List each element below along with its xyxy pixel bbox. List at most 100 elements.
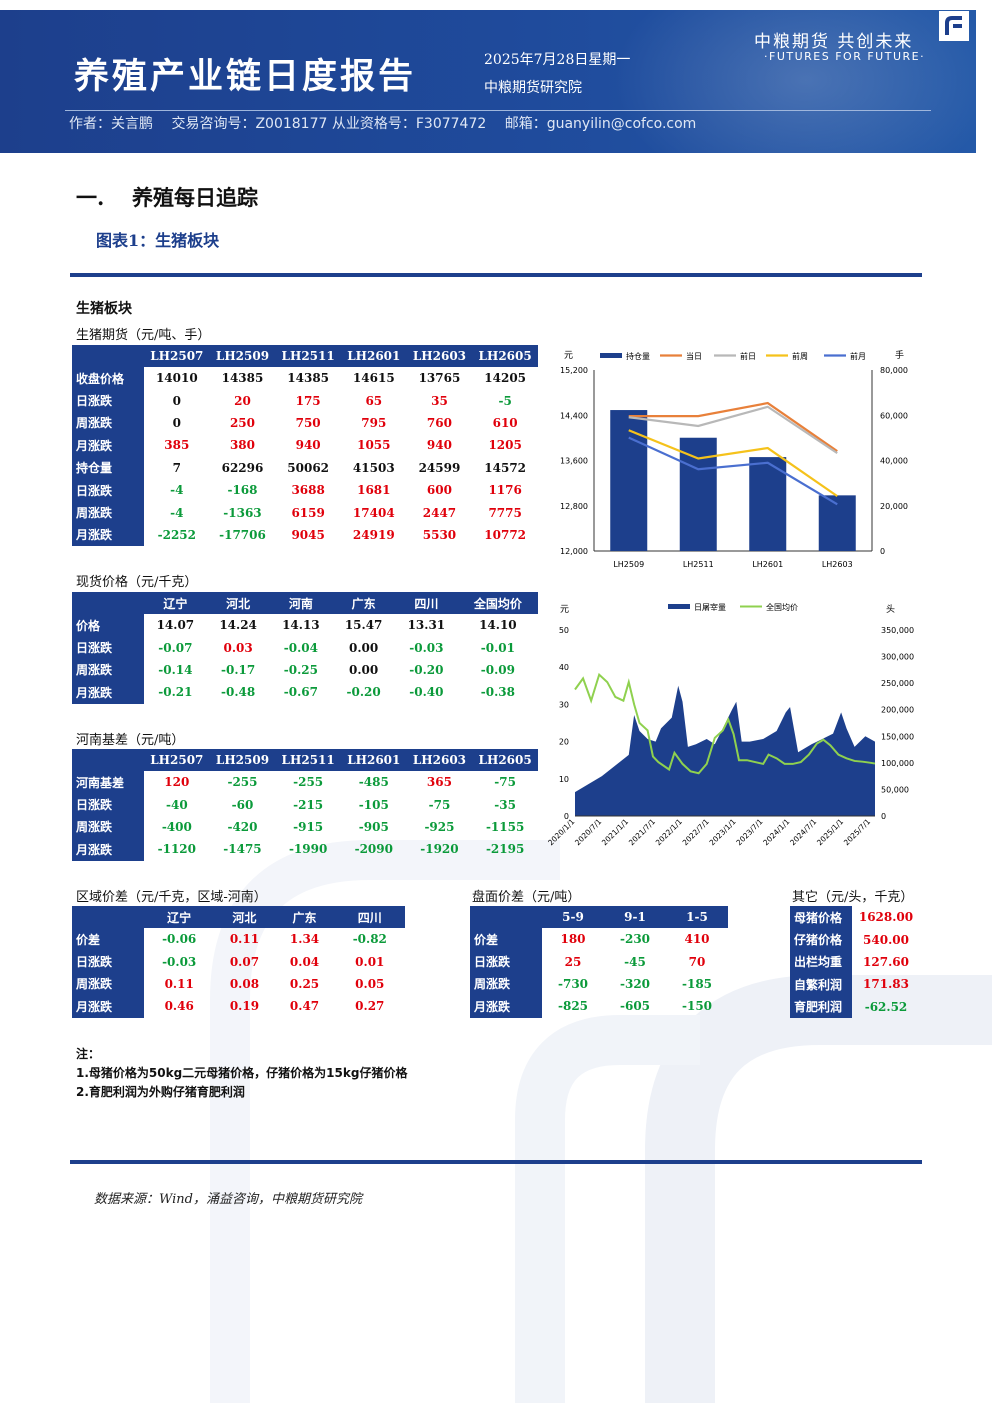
left-tick-label: 12,000 <box>560 547 588 556</box>
table-cell: 1.34 <box>289 932 320 947</box>
open-interest-bar <box>818 495 856 551</box>
table-cell: -2252 <box>157 527 197 542</box>
row-label: 月涨跌 <box>72 681 144 704</box>
corner-cell <box>72 345 144 367</box>
table-cell: -75 <box>428 797 451 812</box>
table-cell: 10772 <box>484 527 527 542</box>
table-cell: 610 <box>492 415 518 430</box>
table-cell: -400 <box>161 819 192 834</box>
column-header: 河北 <box>214 906 275 928</box>
table-row: 日涨跌 0 20 175 65 35 -5 <box>72 389 538 412</box>
column-header: LH2507 <box>144 749 210 771</box>
table-cell: 13.31 <box>407 618 446 633</box>
table-cell: -5 <box>498 393 512 408</box>
table-cell: 14010 <box>155 371 198 386</box>
table-row: 周涨跌 -0.14 -0.17 -0.25 0.00 -0.20 -0.09 <box>72 658 538 682</box>
table-row: 月涨跌 -1120 -1475 -1990 -2090 -1920 -2195 <box>72 838 538 861</box>
row-label: 自繁利润 <box>790 973 852 996</box>
column-header: LH2511 <box>275 345 341 367</box>
price-line-前月 <box>628 436 838 506</box>
table-row: 仔猪价格 540.00 <box>790 928 920 951</box>
table-cell: -1120 <box>157 842 197 857</box>
research-institute: 中粮期货研究院 <box>484 80 582 96</box>
table-cell: -925 <box>424 819 455 834</box>
right-tick-label: 50,000 <box>881 785 909 794</box>
column-header: LH2509 <box>209 345 276 367</box>
table-cell: 0.11 <box>229 932 260 947</box>
table-cell: 41503 <box>352 460 395 475</box>
column-header: LH2601 <box>340 345 407 367</box>
table-cell: 0 <box>172 415 181 430</box>
row-label: 月涨跌 <box>470 995 542 1018</box>
table-cell: -1990 <box>288 842 328 857</box>
left-tick-label: 12,800 <box>560 502 588 511</box>
table-cell: 35 <box>431 393 448 408</box>
table-cell: 1055 <box>357 438 391 453</box>
table-cell: 0.25 <box>289 976 320 991</box>
row-label: 母猪价格 <box>790 906 852 929</box>
table-cell: 17404 <box>352 505 395 520</box>
table-cell: 14572 <box>484 460 527 475</box>
brand-name: 中粮期货 共创未来 <box>754 32 914 52</box>
table-cell: -0.20 <box>346 685 381 700</box>
table-cell: -1475 <box>223 842 262 857</box>
table-row: 自繁利润 171.83 <box>790 973 920 996</box>
x-tick-label: 2025/1/1 <box>815 817 845 847</box>
table-cell: 24919 <box>352 527 395 542</box>
table-row: 价差 -0.06 0.11 1.34 -0.82 <box>72 928 405 951</box>
legend-label: 全国均价 <box>766 602 798 612</box>
x-tick-label: 2020/7/1 <box>573 817 603 847</box>
column-header: LH2605 <box>472 345 538 367</box>
column-header: 辽宁 <box>144 906 215 928</box>
report-date: 2025年7月28日星期一 <box>484 52 631 68</box>
category-label: LH2601 <box>752 560 783 569</box>
category-label: LH2509 <box>613 560 644 569</box>
column-header: LH2603 <box>406 345 473 367</box>
table-cell: 0.05 <box>355 976 385 991</box>
table-cell: 5530 <box>422 527 457 542</box>
futures-chart: 元 手 12,000 12,800 13,600 14,400 15,200 0 20,000 4… <box>560 349 908 569</box>
x-tick-label: 2021/7/1 <box>627 817 657 847</box>
x-tick-label: 2024/1/1 <box>761 817 791 847</box>
author-line: 作者：关言鹏 交易咨询号：Z0018177 从业资格号：F3077472 邮箱：… <box>69 113 710 133</box>
table-cell: 540.00 <box>863 932 909 947</box>
table-cell: 0.00 <box>349 662 379 677</box>
table-cell: 2447 <box>422 505 457 520</box>
table-cell: 14205 <box>484 371 527 386</box>
table-cell: -255 <box>293 775 324 790</box>
row-label: 价差 <box>72 928 144 951</box>
table-cell: -0.48 <box>221 685 256 700</box>
table-cell: 0.08 <box>229 976 260 991</box>
left-tick-label: 30 <box>559 700 569 709</box>
table-cell: 365 <box>426 775 452 790</box>
section-title: 养殖每日追踪 <box>132 185 258 210</box>
column-header: 广东 <box>274 906 335 928</box>
table-cell: -75 <box>494 775 516 790</box>
section-number: 一. <box>76 185 105 210</box>
row-label: 持仓量 <box>72 456 144 479</box>
data-source: 数据来源：Wind，涌益咨询，中粮期货研究院 <box>94 1192 362 1207</box>
table-cell: -105 <box>358 797 389 812</box>
table-cell: -62.52 <box>864 999 908 1014</box>
price-line-前周 <box>628 429 838 498</box>
row-label: 日涨跌 <box>72 389 144 412</box>
category-label: LH2511 <box>683 560 714 569</box>
table-cell: 14385 <box>221 371 264 386</box>
table-cell: 9045 <box>291 527 325 542</box>
basis-title: 河南基差（元/吨） <box>76 733 185 748</box>
brand-slogan: ·FUTURES FOR FUTURE· <box>764 50 926 63</box>
table-cell: -0.07 <box>158 640 193 655</box>
column-header: LH2507 <box>144 345 210 367</box>
legend-label: 前周 <box>792 351 808 361</box>
table-cell: 760 <box>426 415 452 430</box>
column-header: LH2603 <box>406 749 473 771</box>
table-cell: -0.25 <box>283 662 318 677</box>
table-row: 周涨跌 0 250 750 795 760 610 <box>72 411 538 435</box>
header-row: LH2507 LH2509 LH2511 LH2601 LH2603 LH2605 <box>72 749 538 771</box>
table-cell: 6159 <box>291 505 325 520</box>
row-label: 价格 <box>72 614 144 637</box>
row-label: 日涨跌 <box>72 636 144 659</box>
column-header: 1-5 <box>666 906 728 928</box>
table-cell: 250 <box>229 415 256 430</box>
table-cell: 0.11 <box>164 976 194 991</box>
